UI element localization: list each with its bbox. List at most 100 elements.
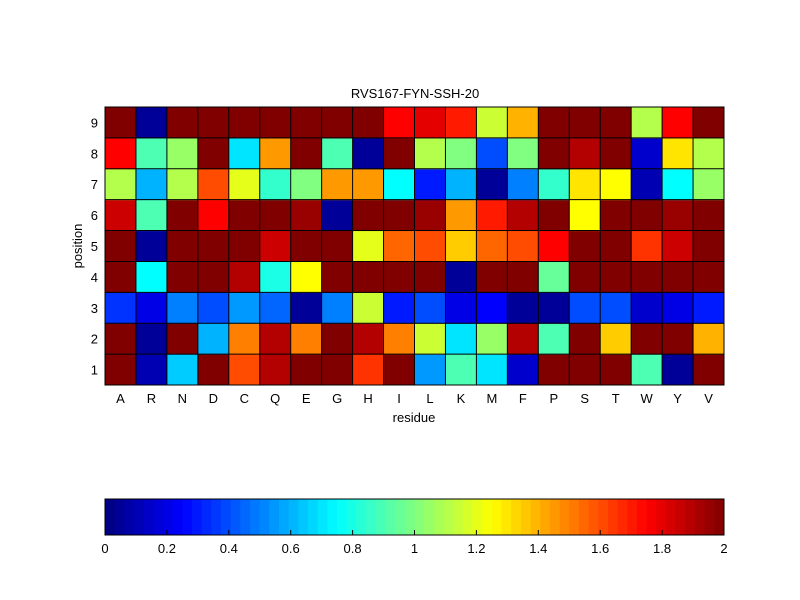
heatmap-cell [569,292,601,324]
colorbar-swatch [540,499,551,535]
heatmap-cell [228,261,261,293]
heatmap-cell [693,292,725,324]
heatmap-cell [352,168,385,201]
heatmap-cell [538,354,570,386]
heatmap-cell [290,354,323,386]
heatmap-cell [352,323,385,355]
y-tick-label: 5 [91,239,98,254]
heatmap-cell [166,107,199,139]
colorbar-swatch [656,499,667,535]
colorbar-swatch [288,499,299,535]
colorbar-swatch [114,499,125,535]
heatmap-cell [445,199,477,232]
heatmap-cell [259,292,292,324]
colorbar-swatch [153,499,164,535]
heatmap-cell [259,261,292,293]
x-tick-label: F [519,391,527,406]
y-tick-label: 4 [91,270,98,285]
colorbar-swatch [211,499,222,535]
heatmap-cell [259,199,292,232]
colorbar-swatch [424,499,435,535]
colorbar-swatch [694,499,706,535]
colorbar-swatch [472,499,483,535]
heatmap-cell [445,168,477,201]
plot-frame [104,106,725,386]
heatmap-cell [600,323,632,355]
colorbar-swatch [395,499,406,535]
colorbar-swatch [559,499,570,535]
colorbar-swatch [356,499,367,535]
colorbar-swatch [714,499,725,535]
y-tick-label: 8 [91,146,98,161]
heatmap-cell [662,168,694,201]
heatmap-cell [228,354,261,386]
heatmap-cell [321,354,354,386]
heatmap-cell [600,168,632,201]
x-tick-label: A [116,391,125,406]
x-tick-label: V [704,391,713,406]
heatmap-cell [600,292,632,324]
x-tick-label: I [397,391,401,406]
colorbar-tick-label: 0.6 [282,541,300,556]
colorbar-swatch [404,499,415,535]
heatmap-cell [476,137,508,170]
x-tick-label: T [612,391,620,406]
heatmap-cell [445,137,477,170]
colorbar-tick-label: 1.6 [591,541,609,556]
heatmap-cell [507,292,539,324]
colorbar-swatch [298,499,309,535]
colorbar-swatch [317,499,328,535]
heatmap-cell [445,230,477,262]
heatmap-cell [352,199,385,232]
heatmap-cell [538,230,570,262]
x-tick-label: S [580,391,589,406]
y-axis-label: position [70,224,85,269]
heatmap-cell [259,230,292,262]
chart-title: RVS167-FYN-SSH-20 [351,86,479,101]
heatmap-cell [631,292,663,324]
x-tick-label: M [486,391,497,406]
colorbar-swatch [530,499,541,535]
heatmap-cell [135,323,168,355]
colorbar-swatch [443,499,454,535]
heatmap-cell [197,323,230,355]
colorbar-swatch [453,499,464,535]
heatmap-cell [228,107,261,139]
heatmap-cell [507,199,539,232]
heatmap-cell [259,168,292,201]
colorbar-swatch [192,499,203,535]
heatmap-cell [383,261,415,293]
colorbar-tick-label: 0.8 [344,541,362,556]
heatmap-cell [290,292,323,324]
x-tick-label: H [363,391,372,406]
colorbar-swatch [685,499,696,535]
colorbar-swatch [549,499,561,535]
heatmap-cell [135,292,168,324]
heatmap-cell [259,137,292,170]
colorbar-tick-labels: 0 0.2 0.4 0.6 0.8 1 1.2 1.4 1.6 1.8 2 [101,530,728,556]
colorbar-swatch [327,499,338,535]
heatmap-cell [507,323,539,355]
heatmap-cell [569,354,601,386]
heatmap-cell [693,107,725,139]
heatmap-cell [414,168,446,201]
colorbar-swatch [636,499,648,535]
heatmap-cell [197,292,230,324]
heatmap-cell [414,261,446,293]
heatmap-cell [321,261,354,293]
heatmap-cell [290,137,323,170]
heatmap-cell [662,137,694,170]
heatmap-cell [352,292,385,324]
heatmap-cell [445,107,477,139]
heatmap-cell [476,323,508,355]
heatmap-cell [507,230,539,262]
heatmap-cell [507,168,539,201]
heatmap-cell [600,230,632,262]
colorbar-swatch [433,499,445,535]
colorbar-swatch [240,499,251,535]
heatmap-cell [166,137,199,170]
colorbar-swatch [491,499,503,535]
heatmap-cell [631,199,663,232]
heatmap-cell [166,292,199,324]
